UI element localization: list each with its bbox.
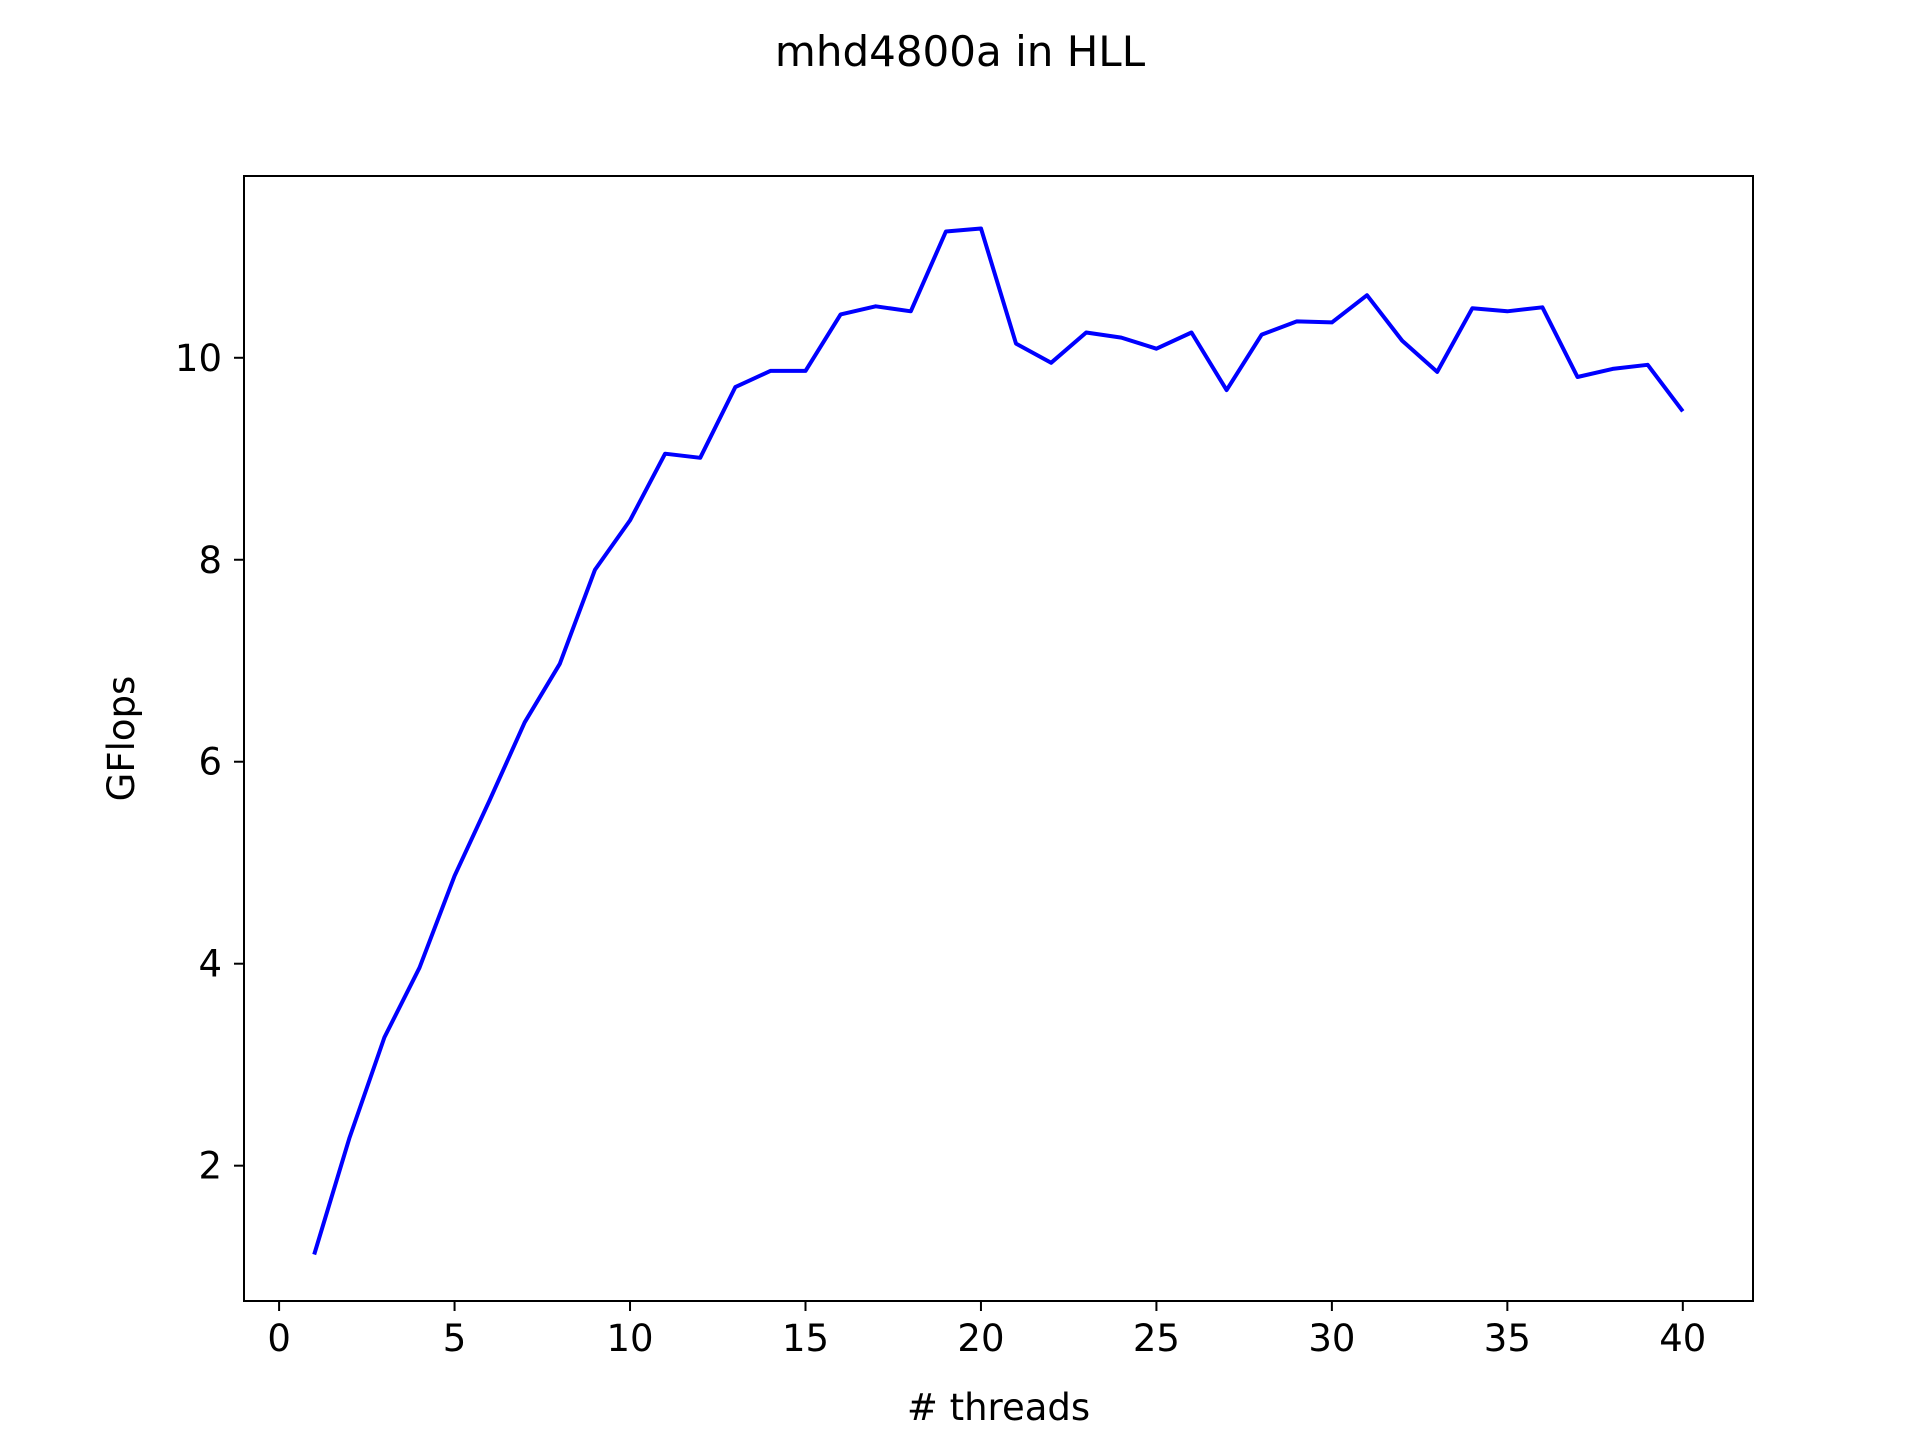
y-axis: 2 4 6 8 10 — [175, 337, 244, 1188]
chart-title: mhd4800a in HLL — [775, 27, 1146, 76]
x-tick-label: 25 — [1133, 1317, 1180, 1360]
x-axis: 0 5 10 15 20 25 30 35 40 — [267, 1301, 1706, 1360]
plot-area — [312, 226, 1685, 1256]
x-tick-label: 35 — [1484, 1317, 1531, 1360]
y-axis-label: GFlops — [100, 676, 143, 802]
x-tick-label: 30 — [1308, 1317, 1355, 1360]
series-line — [312, 226, 1685, 1256]
x-tick-label: 40 — [1659, 1317, 1706, 1360]
plot-frame — [243, 175, 1754, 1302]
x-tick-label: 0 — [267, 1317, 291, 1360]
y-tick-label: 8 — [198, 539, 222, 582]
y-tick-label: 6 — [198, 741, 222, 784]
x-tick-label: 10 — [606, 1317, 653, 1360]
x-tick-label: 15 — [782, 1317, 829, 1360]
x-axis-label: # threads — [907, 1386, 1090, 1429]
y-tick-label: 4 — [198, 943, 222, 986]
x-tick-label: 5 — [443, 1317, 467, 1360]
y-tick-label: 2 — [198, 1145, 222, 1188]
y-tick-label: 10 — [175, 337, 222, 380]
x-tick-label: 20 — [957, 1317, 1004, 1360]
